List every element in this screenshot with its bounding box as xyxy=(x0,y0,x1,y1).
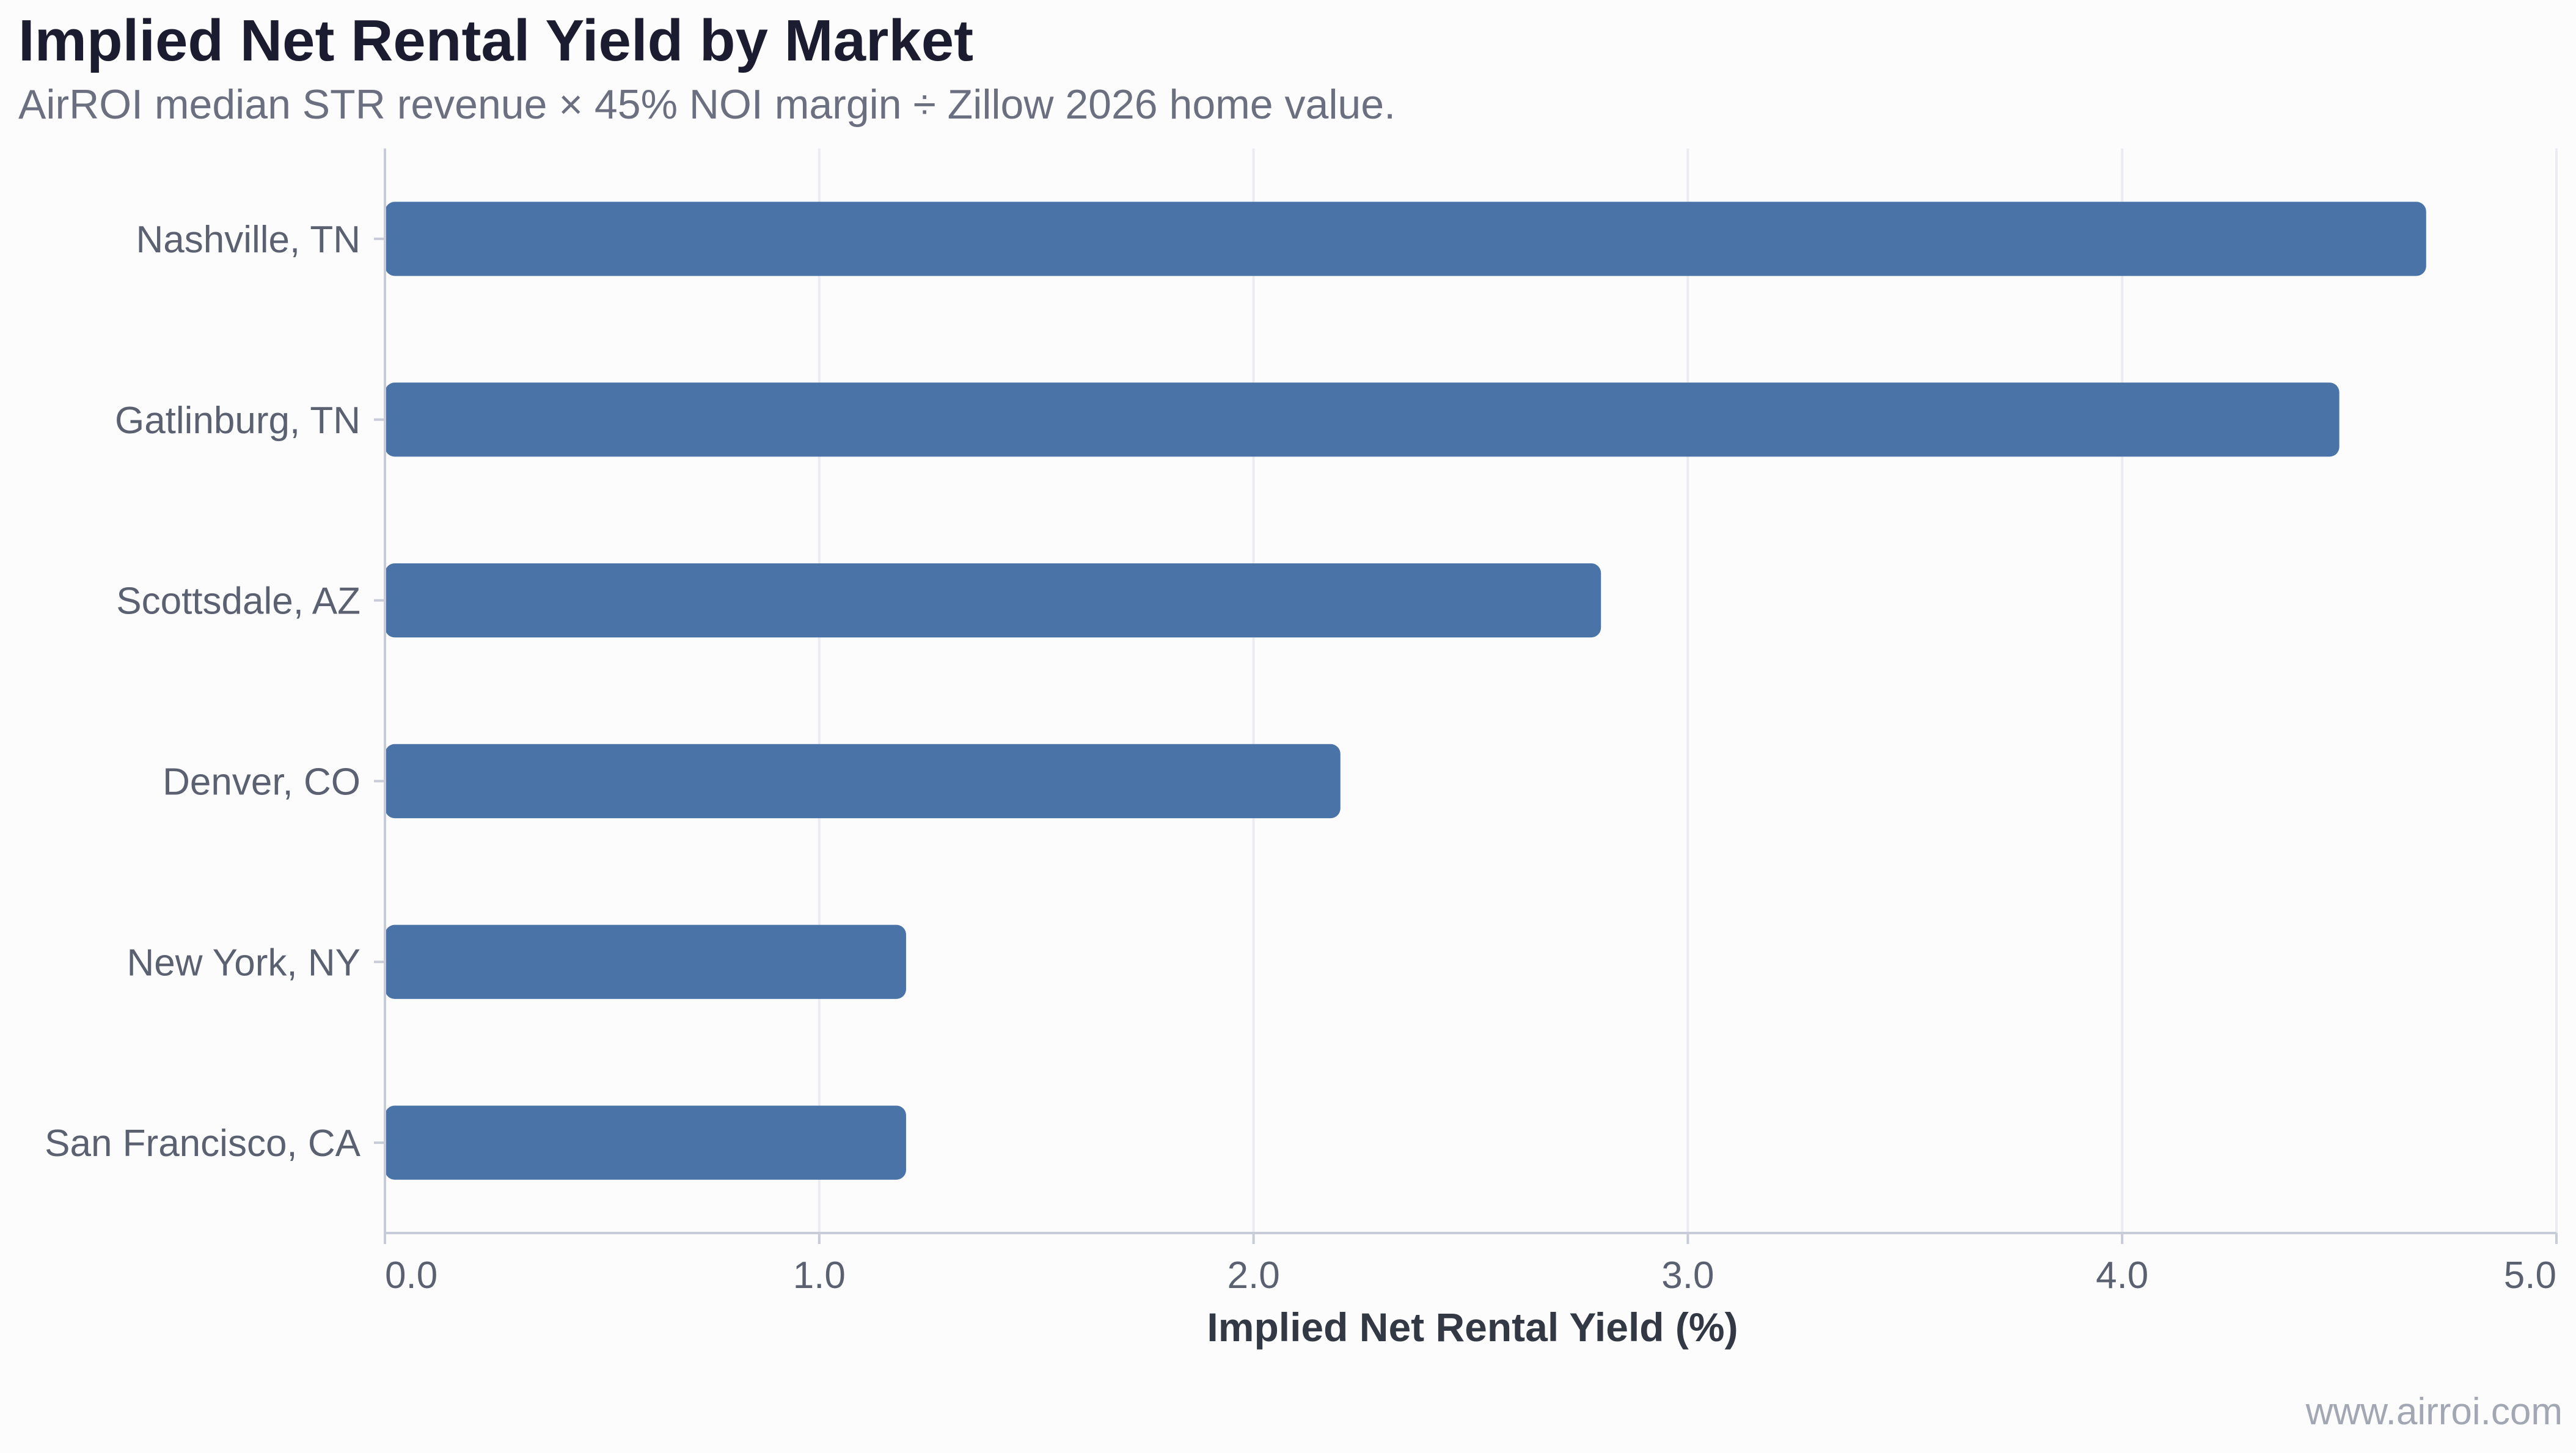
bar xyxy=(385,563,1601,638)
watermark: www.airroi.com xyxy=(2305,1391,2563,1433)
bar xyxy=(385,382,2340,457)
x-tick-label: 0.0 xyxy=(385,1254,437,1297)
gridlines xyxy=(818,148,2558,1233)
category-label: San Francisco, CA xyxy=(45,1122,361,1165)
category-label: Nashville, TN xyxy=(136,219,360,261)
bars xyxy=(385,202,2426,1180)
bar xyxy=(385,924,906,999)
axes xyxy=(374,148,2558,1244)
category-label: Scottsdale, AZ xyxy=(116,580,360,623)
bar xyxy=(385,744,1341,819)
x-tick-label: 5.0 xyxy=(2504,1254,2556,1297)
category-labels: Nashville, TN Gatlinburg, TN Scottsdale, A… xyxy=(45,219,361,1165)
category-label: New York, NY xyxy=(126,942,360,984)
chart-subtitle: AirROI median STR revenue × 45% NOI marg… xyxy=(18,81,1396,128)
bar xyxy=(385,202,2426,276)
bar xyxy=(385,1105,906,1180)
x-tick-label: 1.0 xyxy=(793,1254,846,1297)
x-tick-label: 2.0 xyxy=(1227,1254,1279,1297)
chart-title: Implied Net Rental Yield by Market xyxy=(18,8,974,73)
x-tick-label: 4.0 xyxy=(2096,1254,2148,1297)
category-label: Gatlinburg, TN xyxy=(115,400,360,442)
x-axis-title: Implied Net Rental Yield (%) xyxy=(1207,1305,1738,1350)
x-tick-label: 3.0 xyxy=(1661,1254,1714,1297)
category-label: Denver, CO xyxy=(163,761,360,803)
x-tick-labels: 0.0 1.0 2.0 3.0 4.0 5.0 xyxy=(385,1254,2556,1297)
